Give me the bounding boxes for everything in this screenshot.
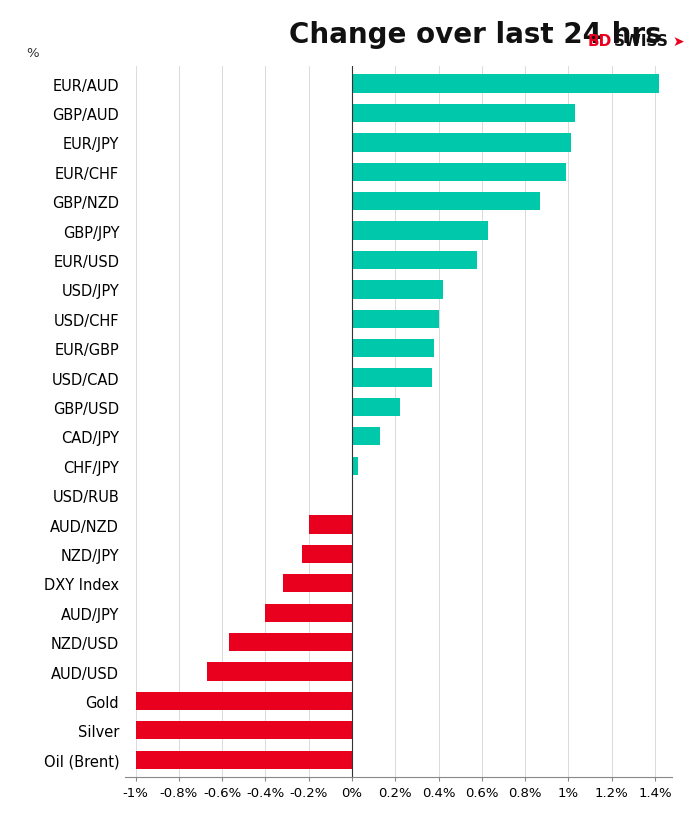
Text: -7.42%: -7.42% xyxy=(147,751,211,769)
Text: Change over last 24 hrs: Change over last 24 hrs xyxy=(289,21,662,49)
Bar xyxy=(352,428,380,446)
Bar xyxy=(136,721,352,740)
Bar xyxy=(207,663,352,681)
Bar xyxy=(352,339,435,358)
Text: ➤: ➤ xyxy=(672,35,684,49)
Bar xyxy=(352,164,566,181)
Text: %: % xyxy=(26,47,39,59)
Text: SWISS: SWISS xyxy=(613,34,669,49)
Bar xyxy=(352,399,400,416)
Bar xyxy=(136,751,352,769)
Bar xyxy=(136,692,352,711)
Bar xyxy=(352,134,570,152)
Bar xyxy=(352,222,489,241)
Bar xyxy=(283,574,352,593)
Text: -2.37%: -2.37% xyxy=(147,692,211,710)
Bar xyxy=(352,75,659,94)
Bar xyxy=(352,252,477,270)
Bar xyxy=(352,193,541,211)
Text: -3.84%: -3.84% xyxy=(147,721,211,740)
Bar xyxy=(229,634,352,651)
Bar xyxy=(308,516,352,534)
Bar xyxy=(352,104,574,123)
Bar xyxy=(265,604,352,622)
Bar xyxy=(352,310,439,329)
Text: BD: BD xyxy=(588,34,612,49)
Bar xyxy=(302,545,352,563)
Bar xyxy=(352,369,432,387)
Bar xyxy=(352,457,358,476)
Bar xyxy=(352,281,443,299)
